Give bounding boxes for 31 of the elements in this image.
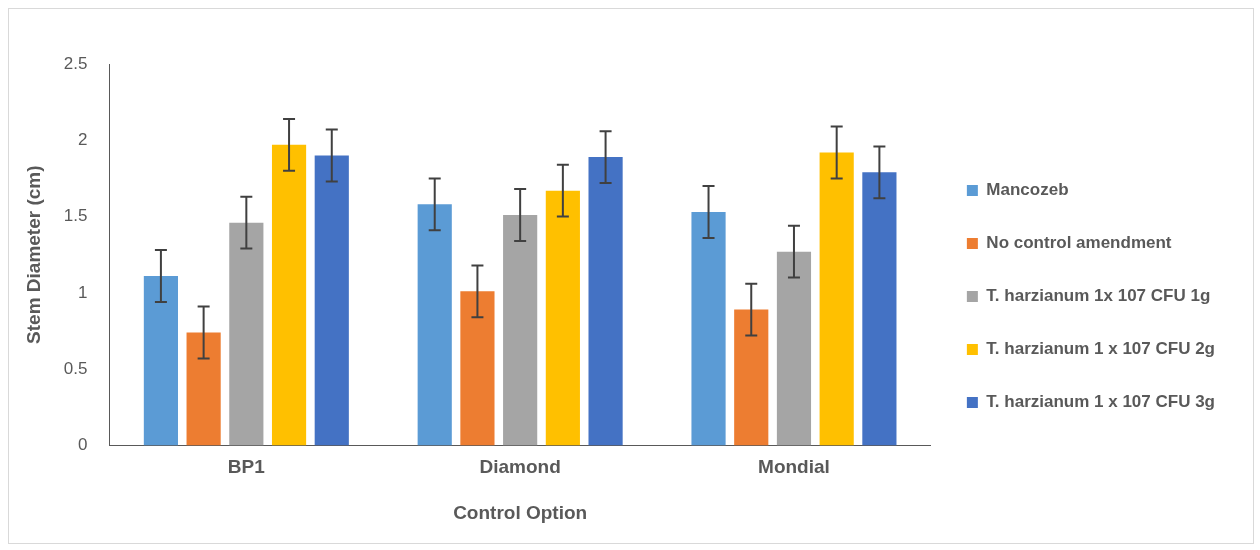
y-axis-title: Stem Diameter (cm)	[22, 165, 44, 344]
y-tick-label: 1.5	[63, 206, 88, 226]
legend-label: T. harzianum 1 x 107 CFU 3g	[986, 392, 1216, 412]
x-tick-label: BP1	[227, 456, 266, 478]
y-tick-label: 2.5	[63, 53, 88, 73]
bar	[862, 172, 897, 446]
bar	[588, 157, 623, 446]
legend-label: T. harzianum 1x 107 CFU 1g	[986, 286, 1211, 306]
bar	[776, 251, 812, 446]
y-tick-label: 2	[77, 129, 88, 149]
y-tick-label: 1	[77, 282, 88, 302]
bar	[417, 204, 452, 446]
legend-label: T. harzianum 1 x 107 CFU 2g	[986, 339, 1216, 359]
bar	[186, 332, 221, 446]
bar	[691, 211, 726, 446]
bar	[143, 276, 178, 446]
bar	[819, 152, 854, 446]
bar	[314, 155, 349, 446]
x-axis-title: Control Option	[453, 501, 588, 523]
bar	[460, 291, 495, 446]
bar	[545, 190, 580, 446]
legend-label: No control amendment	[986, 233, 1172, 253]
y-tick-label: 0	[77, 435, 88, 455]
bar	[503, 215, 538, 446]
bar	[271, 144, 307, 446]
legend-label: Mancozeb	[986, 180, 1069, 200]
bar	[734, 309, 769, 446]
x-tick-label: Diamond	[479, 456, 561, 478]
bar	[229, 222, 264, 446]
y-tick-label: 0.5	[63, 358, 88, 378]
x-tick-label: Mondial	[758, 456, 830, 478]
